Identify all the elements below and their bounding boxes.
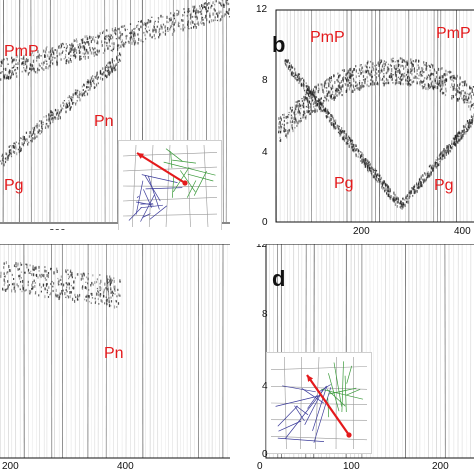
axis-frame: [0, 244, 230, 459]
y-tick-0-d: 0: [262, 449, 268, 460]
phase-label-pg-b-2: Pg: [434, 177, 454, 194]
arrival-band: [284, 59, 401, 208]
trace-group: [275, 9, 472, 223]
panel-label-d: d: [272, 266, 286, 291]
axis-frame: [275, 9, 474, 223]
x-tick-200-c: 200: [2, 461, 19, 472]
y-tick-12-b: 12: [256, 4, 268, 15]
inset-green-rays: [321, 361, 364, 418]
inset-red-ray-arrow: [136, 152, 188, 186]
phase-label-pg-a: Pg: [4, 177, 24, 194]
ray-path-map-d: [270, 356, 368, 450]
y-tick-4-b: 4: [262, 147, 268, 158]
phase-label-pmp-b-2: PmP: [436, 25, 471, 42]
phase-label-pn-a: Pn: [94, 113, 114, 130]
x-tick-200-d: 200: [432, 461, 449, 472]
y-tick-8-b: 8: [262, 75, 268, 86]
panel-c-seismogram: Pn 200 400: [0, 244, 230, 474]
arrival-band: [0, 0, 230, 81]
ray-path-map-inset-a: [118, 140, 222, 230]
arrival-band: [0, 261, 121, 309]
x-tick-400-c: 400: [117, 461, 134, 472]
inset-red-ray-arrow: [306, 374, 352, 438]
ray-path-map-inset-d: [266, 352, 372, 454]
panel-d-seismogram: d 12 8 4 0 0 100 200: [244, 244, 474, 474]
inset-blue-rays: [275, 384, 332, 443]
trace-group: [0, 244, 228, 459]
inset-blue-rays: [128, 174, 183, 222]
y-tick-0-b: 0: [262, 217, 268, 228]
x-tick-200-a: 200: [49, 229, 66, 231]
phase-label-pn-c: Pn: [104, 345, 124, 362]
arrival-band: [278, 57, 474, 142]
panel-label-b: b: [272, 32, 286, 57]
phase-label-pg-b: Pg: [334, 175, 354, 192]
panel-b-traces: [275, 9, 474, 223]
y-tick-4-d: 4: [262, 381, 268, 392]
phase-label-pmp-b: PmP: [310, 29, 345, 46]
y-tick-12-d: 12: [256, 244, 268, 250]
x-tick-200-b: 200: [353, 226, 370, 237]
inset-grid: [122, 144, 218, 228]
ray-path-map-a: [122, 144, 218, 228]
panel-c-traces: [0, 244, 230, 459]
x-tick-100-d: 100: [343, 461, 360, 472]
phase-label-pmp-a: PmP: [4, 43, 39, 60]
x-tick-0-d: 0: [257, 461, 263, 472]
panel-b-seismogram: b PmP PmP Pg Pg 12 8 4 0 200 400: [244, 0, 474, 240]
arrival-band: [400, 113, 474, 210]
panel-a-seismogram: PmP Pn Pg 200: [0, 0, 230, 230]
axis-frame: [265, 244, 474, 459]
y-tick-8-d: 8: [262, 309, 268, 320]
inset-grid: [270, 356, 368, 450]
axis-frame: [0, 222, 230, 224]
arrival-band: [0, 52, 122, 167]
x-tick-400-b: 400: [454, 226, 471, 237]
